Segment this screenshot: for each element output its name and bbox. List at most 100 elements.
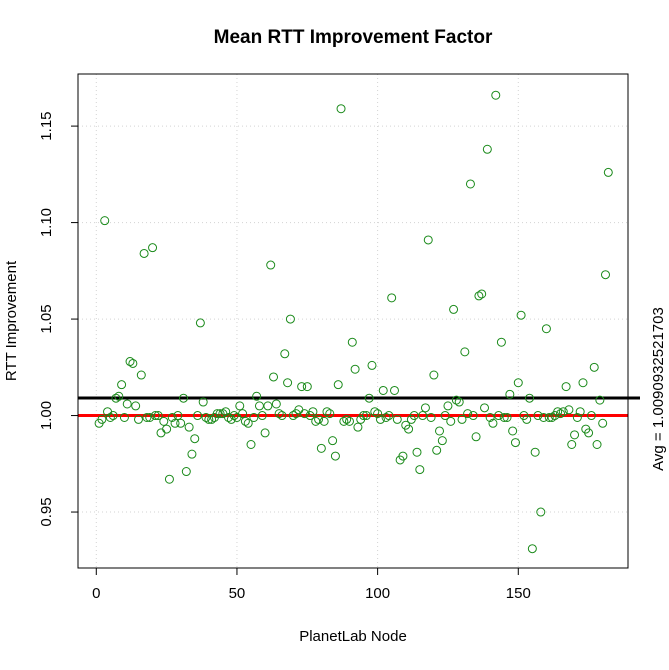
data-point (114, 391, 124, 401)
data-point (555, 409, 565, 419)
data-point (249, 412, 259, 422)
data-point (375, 414, 385, 424)
grid (78, 74, 628, 568)
y-tick-label: 1.15 (38, 112, 55, 141)
data-point (446, 416, 456, 426)
data-point (426, 412, 436, 422)
data-point (544, 412, 554, 422)
data-point (342, 414, 352, 424)
data-point (117, 380, 127, 390)
data-point (415, 465, 425, 475)
data-point (381, 412, 391, 422)
data-point (215, 409, 225, 419)
data-point (269, 372, 279, 382)
data-point (100, 216, 110, 226)
data-point (578, 378, 588, 388)
data-point (311, 416, 321, 426)
average-label: Avg = 1.0090932521703 (650, 307, 667, 471)
data-point (339, 416, 349, 426)
data-point (350, 364, 360, 374)
data-point (485, 412, 495, 422)
data-point (359, 411, 369, 421)
data-point (389, 385, 399, 395)
data-point (480, 403, 490, 413)
data-point (510, 438, 520, 448)
y-axis-label: RTT Improvement (3, 260, 20, 381)
data-point (561, 382, 571, 392)
data-point (499, 412, 509, 422)
data-point (235, 401, 245, 411)
data-point (586, 411, 596, 421)
data-point (142, 412, 152, 422)
data-point (589, 362, 599, 372)
data-point (243, 418, 253, 428)
data-point (266, 260, 276, 270)
data-point (384, 411, 394, 421)
data-point (336, 104, 346, 114)
data-point (271, 399, 281, 409)
data-point (246, 440, 256, 449)
data-point (440, 411, 450, 421)
data-point (240, 416, 250, 426)
data-point (274, 409, 284, 419)
data-point (420, 403, 430, 413)
data-point (570, 430, 580, 440)
x-tick-label: 50 (229, 585, 246, 602)
data-point (454, 397, 464, 407)
data-point (463, 409, 473, 419)
data-point (111, 393, 121, 403)
data-point (280, 349, 290, 359)
data-point (263, 401, 273, 411)
data-point (584, 428, 594, 438)
data-point (257, 411, 267, 421)
data-point (477, 289, 487, 299)
data-point (541, 324, 551, 334)
data-point (277, 411, 287, 421)
data-point (136, 370, 146, 380)
data-point (412, 447, 422, 457)
data-point (505, 389, 515, 399)
data-point (299, 409, 309, 419)
data-point (322, 407, 332, 417)
data-point (260, 428, 270, 438)
data-point (502, 412, 512, 422)
data-point (238, 409, 248, 419)
data-point (592, 440, 602, 449)
data-point (316, 443, 326, 453)
data-point (522, 414, 532, 424)
data-point (572, 412, 582, 422)
data-point (494, 411, 504, 421)
data-point (314, 414, 324, 424)
data-point (567, 440, 577, 449)
data-point (471, 432, 481, 442)
data-point (457, 414, 467, 424)
data-point (184, 422, 194, 432)
data-point (451, 395, 461, 405)
data-point (150, 411, 160, 421)
data-point (119, 412, 129, 422)
data-point (423, 235, 433, 245)
data-point (328, 436, 338, 446)
data-point (373, 409, 383, 419)
data-point (364, 393, 374, 403)
data-point (449, 304, 459, 314)
data-point (131, 401, 141, 411)
data-point (598, 418, 608, 428)
data-point (432, 445, 442, 455)
data-point (465, 179, 475, 189)
chart-title: Mean RTT Improvement Factor (214, 27, 493, 48)
data-point (468, 411, 478, 421)
plot-frame (77, 73, 629, 569)
data-point (308, 407, 318, 417)
data-point (553, 407, 563, 417)
data-point (153, 411, 163, 421)
data-point (600, 270, 610, 280)
data-point (221, 407, 231, 417)
data-point (190, 434, 200, 444)
data-point (283, 378, 293, 388)
x-tick-label: 100 (365, 585, 390, 602)
data-points (94, 90, 613, 554)
data-point (139, 248, 149, 258)
data-point (513, 378, 523, 388)
data-point (148, 243, 158, 253)
